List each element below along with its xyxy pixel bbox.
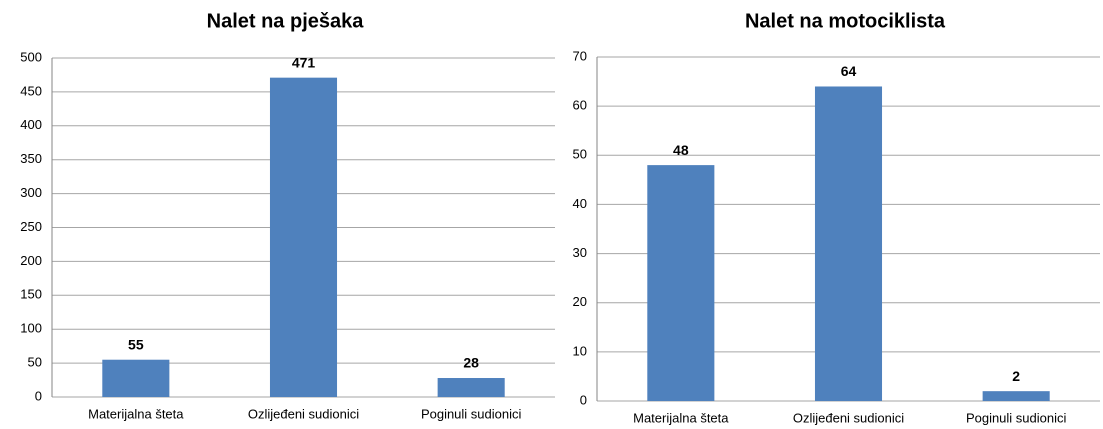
bar xyxy=(437,378,505,397)
y-tick-label: 350 xyxy=(20,151,42,166)
x-tick-label: Poginuli sudionici xyxy=(421,406,522,421)
bar xyxy=(814,86,883,401)
data-label: 471 xyxy=(292,54,316,70)
y-tick-label: 40 xyxy=(573,196,587,211)
y-tick-label: 150 xyxy=(20,287,42,302)
x-tick-label: Materijalna šteta xyxy=(633,410,729,425)
y-tick-label: 60 xyxy=(573,98,587,113)
x-tick-label: Ozlijeđeni sudionici xyxy=(248,406,359,421)
chart-title: Nalet na motociklista xyxy=(745,10,946,32)
bar xyxy=(102,359,170,397)
y-tick-label: 500 xyxy=(20,49,42,64)
bar xyxy=(647,165,715,401)
y-tick-label: 0 xyxy=(580,392,587,407)
data-label: 28 xyxy=(463,355,479,371)
chart-title: Nalet na pješaka xyxy=(207,10,365,32)
y-tick-label: 20 xyxy=(573,294,587,309)
bar xyxy=(269,77,338,398)
y-tick-label: 400 xyxy=(20,117,42,132)
y-tick-label: 0 xyxy=(35,388,42,403)
y-tick-label: 100 xyxy=(20,321,42,336)
x-tick-label: Poginuli sudionici xyxy=(966,410,1067,425)
y-tick-label: 10 xyxy=(573,343,587,358)
data-label: 2 xyxy=(1012,368,1020,384)
y-tick-label: 250 xyxy=(20,219,42,234)
x-tick-label: Ozlijeđeni sudionici xyxy=(793,410,904,425)
data-label: 48 xyxy=(673,142,689,158)
y-tick-label: 200 xyxy=(20,253,42,268)
y-tick-label: 70 xyxy=(573,48,587,63)
data-label: 55 xyxy=(128,336,144,352)
x-tick-label: Materijalna šteta xyxy=(88,406,184,421)
y-tick-label: 300 xyxy=(20,185,42,200)
data-label: 64 xyxy=(841,63,857,79)
bar xyxy=(982,391,1050,401)
y-tick-label: 50 xyxy=(573,147,587,162)
y-tick-label: 50 xyxy=(28,355,42,370)
y-tick-label: 30 xyxy=(573,245,587,260)
y-tick-label: 450 xyxy=(20,83,42,98)
